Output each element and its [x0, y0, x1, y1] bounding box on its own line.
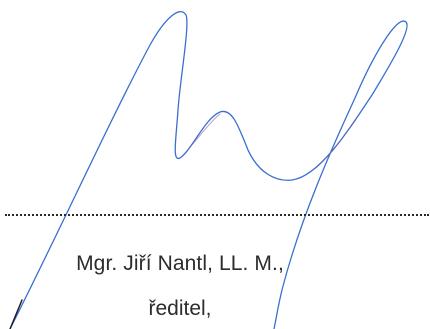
signatory-role: ředitel, [148, 297, 212, 320]
signature-line [5, 214, 429, 216]
signatory-name: Mgr. Jiří Nantl, LL. M., [76, 252, 284, 275]
